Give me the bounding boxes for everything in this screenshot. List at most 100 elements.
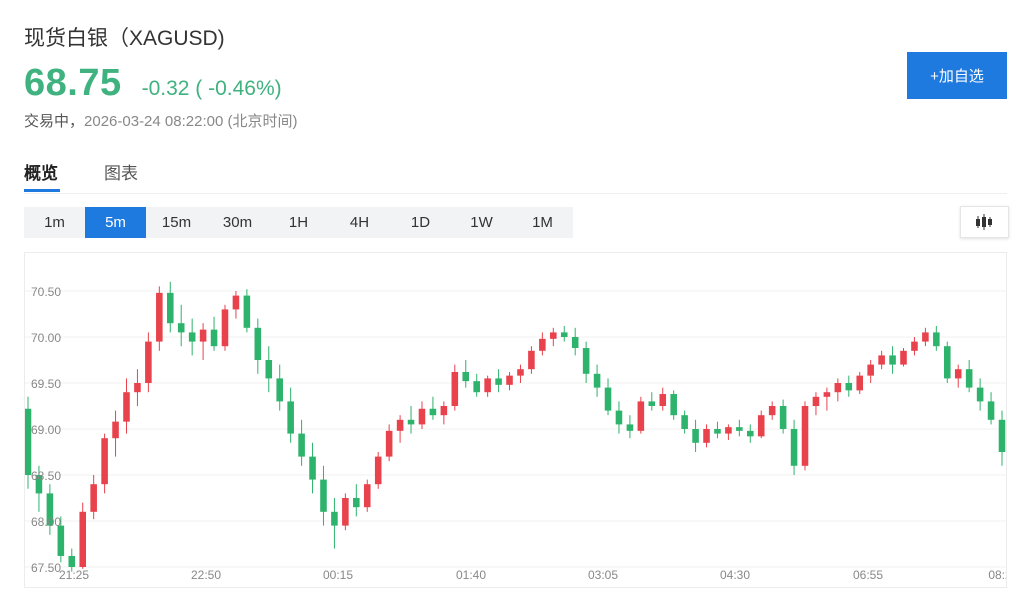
candle [429, 396, 437, 420]
candle [134, 369, 141, 406]
interval-4h[interactable]: 4H [349, 214, 370, 231]
candle [210, 316, 218, 351]
candle [462, 360, 470, 388]
candle [418, 401, 426, 429]
candle [101, 433, 108, 494]
candle [517, 364, 524, 383]
candle [943, 341, 951, 383]
candle [199, 323, 207, 360]
tab-overview[interactable]: 概览 [24, 164, 58, 183]
candle [232, 291, 240, 319]
candle [560, 325, 568, 342]
candle [681, 410, 688, 434]
interval-1w[interactable]: 1W [470, 214, 493, 231]
candle [473, 373, 480, 397]
x-tick-label: 22:50 [191, 568, 221, 582]
candle [801, 401, 809, 471]
y-tick-label: 67.50 [31, 561, 61, 575]
candle [790, 419, 798, 475]
candle [331, 498, 338, 549]
candle [396, 415, 404, 443]
candle [484, 375, 491, 397]
candle [353, 484, 360, 517]
trading-status: 交易中，2026-03-24 08:22:00 (北京时间) [24, 110, 297, 131]
candlestick-chart: 70.50 70.00 69.50 69.00 68.50 68.00 67.5021:25… [24, 281, 1012, 582]
candle [812, 392, 820, 416]
candle [221, 304, 229, 351]
candle [889, 346, 896, 374]
candle [998, 410, 1006, 466]
candle [243, 289, 251, 333]
candle [123, 378, 130, 434]
candle [954, 364, 962, 388]
candle [374, 452, 382, 489]
timestamp: 2026-03-24 08:22:00 [84, 113, 224, 130]
candle [145, 332, 152, 393]
candlestick-icon [976, 214, 992, 230]
candle [757, 410, 765, 439]
candle [166, 281, 174, 333]
y-tick-label: 69.50 [31, 377, 61, 391]
candle [287, 387, 294, 443]
y-tick-label: 68.00 [31, 515, 61, 529]
interval-5m[interactable]: 5m [85, 207, 146, 238]
timezone: (北京时间) [227, 113, 298, 130]
candle [112, 410, 119, 457]
candle [768, 401, 776, 420]
candle [407, 406, 415, 434]
active-tab-indicator [24, 189, 60, 192]
candle [46, 484, 54, 535]
interval-1m[interactable]: 1m [44, 214, 65, 231]
candle [188, 318, 196, 356]
candle [965, 360, 973, 393]
y-tick-label: 70.50 [31, 285, 61, 299]
candle [79, 502, 87, 569]
candle [156, 286, 163, 351]
candle [385, 424, 393, 462]
candle [550, 327, 557, 347]
interval-selector: 1m 5m 15m 30m 1H 4H 1D 1W 1M [24, 207, 573, 238]
candle [254, 318, 262, 374]
candle [604, 378, 612, 416]
candle [692, 419, 699, 452]
candle [495, 369, 502, 393]
interval-1h[interactable]: 1H [288, 214, 309, 231]
interval-15m[interactable]: 15m [161, 214, 192, 231]
candle [911, 337, 918, 356]
tab-chart[interactable]: 图表 [104, 164, 138, 183]
x-tick-label: 01:40 [456, 568, 486, 582]
candle [506, 371, 513, 391]
candle [177, 304, 185, 347]
candle [57, 516, 65, 563]
candle [659, 387, 667, 411]
price-chart[interactable]: 70.50 70.00 69.50 69.00 68.50 68.00 67.50 21:25… [24, 252, 1012, 588]
candle [747, 424, 754, 443]
candle [823, 387, 831, 411]
x-tick-label: 00:15 [323, 568, 353, 582]
candle [900, 348, 907, 367]
y-tick-label: 68.50 [31, 469, 61, 483]
candle [637, 396, 645, 434]
interval-1d[interactable]: 1D [410, 214, 431, 231]
candle [976, 378, 984, 411]
candle [615, 401, 623, 434]
candle [298, 419, 305, 466]
candle [626, 415, 634, 439]
status-text: 交易中， [24, 113, 85, 130]
candle [309, 442, 316, 494]
interval-30m[interactable]: 30m [222, 214, 253, 231]
x-tick-label: 06:55 [853, 568, 883, 582]
price-row: 68.75 -0.32 ( -0.46%) [24, 62, 282, 105]
candle [320, 465, 327, 526]
add-to-watchlist-button[interactable]: +加自选 [907, 52, 1007, 99]
x-tick-label: 21:25 [59, 568, 89, 582]
candle [714, 421, 721, 439]
chart-type-button[interactable] [960, 206, 1009, 238]
candle [539, 332, 546, 356]
interval-1mo[interactable]: 1M [532, 214, 553, 231]
candle [834, 378, 842, 402]
current-price: 68.75 [24, 62, 122, 104]
candle [90, 475, 97, 520]
candle [648, 392, 656, 411]
candle [68, 548, 76, 572]
